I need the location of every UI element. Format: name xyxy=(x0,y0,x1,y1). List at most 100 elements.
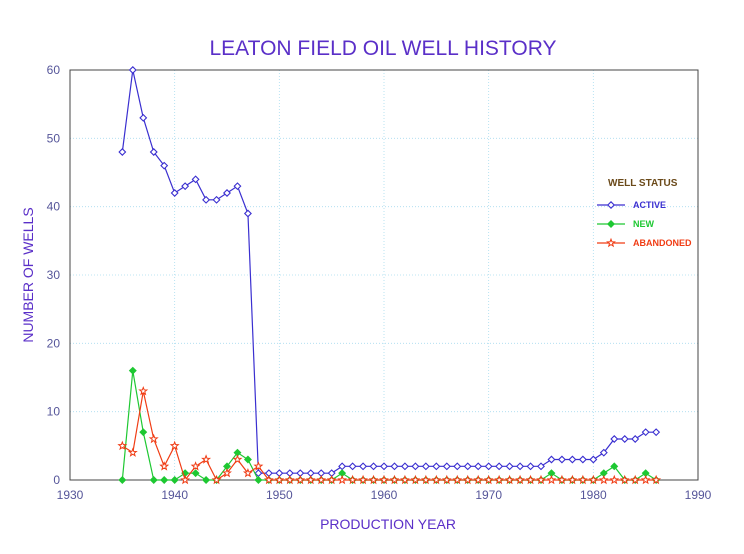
data-point-new xyxy=(118,476,127,484)
data-point-abandoned xyxy=(598,474,609,485)
data-point-abandoned xyxy=(274,474,285,485)
data-point-active xyxy=(557,455,566,464)
y-tick-label: 0 xyxy=(53,473,60,487)
data-point-abandoned xyxy=(619,474,630,485)
data-point-abandoned xyxy=(420,474,431,485)
data-point-new xyxy=(149,476,158,484)
data-point-abandoned xyxy=(556,474,567,485)
data-point-active xyxy=(610,435,619,443)
data-point-abandoned xyxy=(190,461,201,471)
data-point-new xyxy=(191,469,200,478)
x-tick-label: 1940 xyxy=(161,488,188,502)
data-point-active xyxy=(453,462,462,471)
data-point-active xyxy=(484,462,493,471)
series-active xyxy=(118,66,661,478)
data-point-active xyxy=(202,195,211,204)
data-point-abandoned xyxy=(609,474,620,485)
legend-marker-abandoned xyxy=(606,237,616,248)
data-point-active xyxy=(400,462,409,471)
data-point-new xyxy=(243,455,252,464)
data-point-active xyxy=(191,175,200,184)
data-point-active xyxy=(568,455,577,464)
data-point-active xyxy=(411,462,420,471)
y-tick-label: 50 xyxy=(47,131,61,145)
data-point-abandoned xyxy=(159,461,170,471)
data-point-active xyxy=(160,161,169,170)
data-point-active xyxy=(641,428,650,437)
data-point-active xyxy=(505,462,514,471)
data-point-abandoned xyxy=(441,474,452,485)
data-point-abandoned xyxy=(494,474,505,485)
legend: WELL STATUS ACTIVE NEW ABANDONED xyxy=(597,178,692,248)
legend-title: WELL STATUS xyxy=(608,178,678,189)
data-point-new xyxy=(160,476,169,484)
data-point-abandoned xyxy=(515,474,526,485)
data-point-abandoned xyxy=(253,461,264,471)
data-point-abandoned xyxy=(483,474,494,485)
data-point-active xyxy=(380,462,388,471)
data-point-abandoned xyxy=(567,474,578,485)
data-point-active xyxy=(442,462,451,471)
data-point-active xyxy=(359,462,368,471)
y-tick-label: 60 xyxy=(47,63,61,77)
data-point-abandoned xyxy=(138,385,149,396)
data-point-abandoned xyxy=(640,474,651,485)
data-point-active xyxy=(463,462,472,471)
data-point-abandoned xyxy=(326,474,337,485)
data-point-abandoned xyxy=(368,474,379,485)
data-point-new xyxy=(610,462,619,471)
data-point-new xyxy=(202,476,211,484)
data-point-abandoned xyxy=(588,474,599,485)
data-point-abandoned xyxy=(211,474,222,485)
y-axis-title: NUMBER OF WELLS xyxy=(20,207,36,342)
data-point-active xyxy=(149,148,158,156)
data-point-abandoned xyxy=(462,474,473,485)
data-point-abandoned xyxy=(347,474,358,485)
data-point-active xyxy=(421,462,430,471)
data-point-abandoned xyxy=(651,474,662,485)
x-tick-label: 1980 xyxy=(580,488,607,502)
data-point-abandoned xyxy=(316,474,327,485)
data-point-abandoned xyxy=(232,454,243,464)
data-point-abandoned xyxy=(180,474,191,485)
data-point-abandoned xyxy=(127,447,138,457)
legend-label-active: ACTIVE xyxy=(633,200,666,210)
data-point-active xyxy=(547,455,556,464)
axis-ticks: 1930 1940 1950 1960 1970 1980 1990 0 10 20 30 40 50 6… xyxy=(47,63,712,502)
data-point-new xyxy=(254,476,263,484)
data-point-active xyxy=(474,462,483,471)
data-point-abandoned xyxy=(525,474,536,485)
data-point-active xyxy=(338,462,347,471)
data-point-abandoned xyxy=(222,467,232,478)
data-point-active xyxy=(369,462,378,471)
data-point-active xyxy=(599,448,608,457)
data-point-abandoned xyxy=(546,474,557,485)
data-point-abandoned xyxy=(389,474,400,485)
data-point-abandoned xyxy=(305,474,316,485)
data-point-abandoned xyxy=(295,474,306,485)
data-point-abandoned xyxy=(117,440,128,451)
data-point-abandoned xyxy=(263,474,274,485)
legend-label-abandoned: ABANDONED xyxy=(633,238,692,248)
data-point-abandoned xyxy=(242,467,253,478)
data-point-active xyxy=(495,462,504,471)
series-line-new xyxy=(121,370,657,481)
series-group xyxy=(117,66,662,485)
data-point-active xyxy=(348,462,357,471)
series-line-active xyxy=(121,69,657,474)
data-point-abandoned xyxy=(399,474,410,485)
y-tick-label: 40 xyxy=(47,200,61,214)
data-point-abandoned xyxy=(379,474,389,485)
legend-marker-active xyxy=(607,201,615,209)
data-point-abandoned xyxy=(337,474,348,485)
data-point-abandoned xyxy=(358,474,369,485)
data-point-active xyxy=(233,182,242,191)
x-tick-label: 1930 xyxy=(57,488,84,502)
data-point-active xyxy=(516,462,525,471)
legend-label-new: NEW xyxy=(633,219,655,229)
y-tick-label: 10 xyxy=(47,405,61,419)
data-point-active xyxy=(432,462,441,471)
data-point-abandoned xyxy=(410,474,421,485)
data-point-active xyxy=(537,462,545,471)
